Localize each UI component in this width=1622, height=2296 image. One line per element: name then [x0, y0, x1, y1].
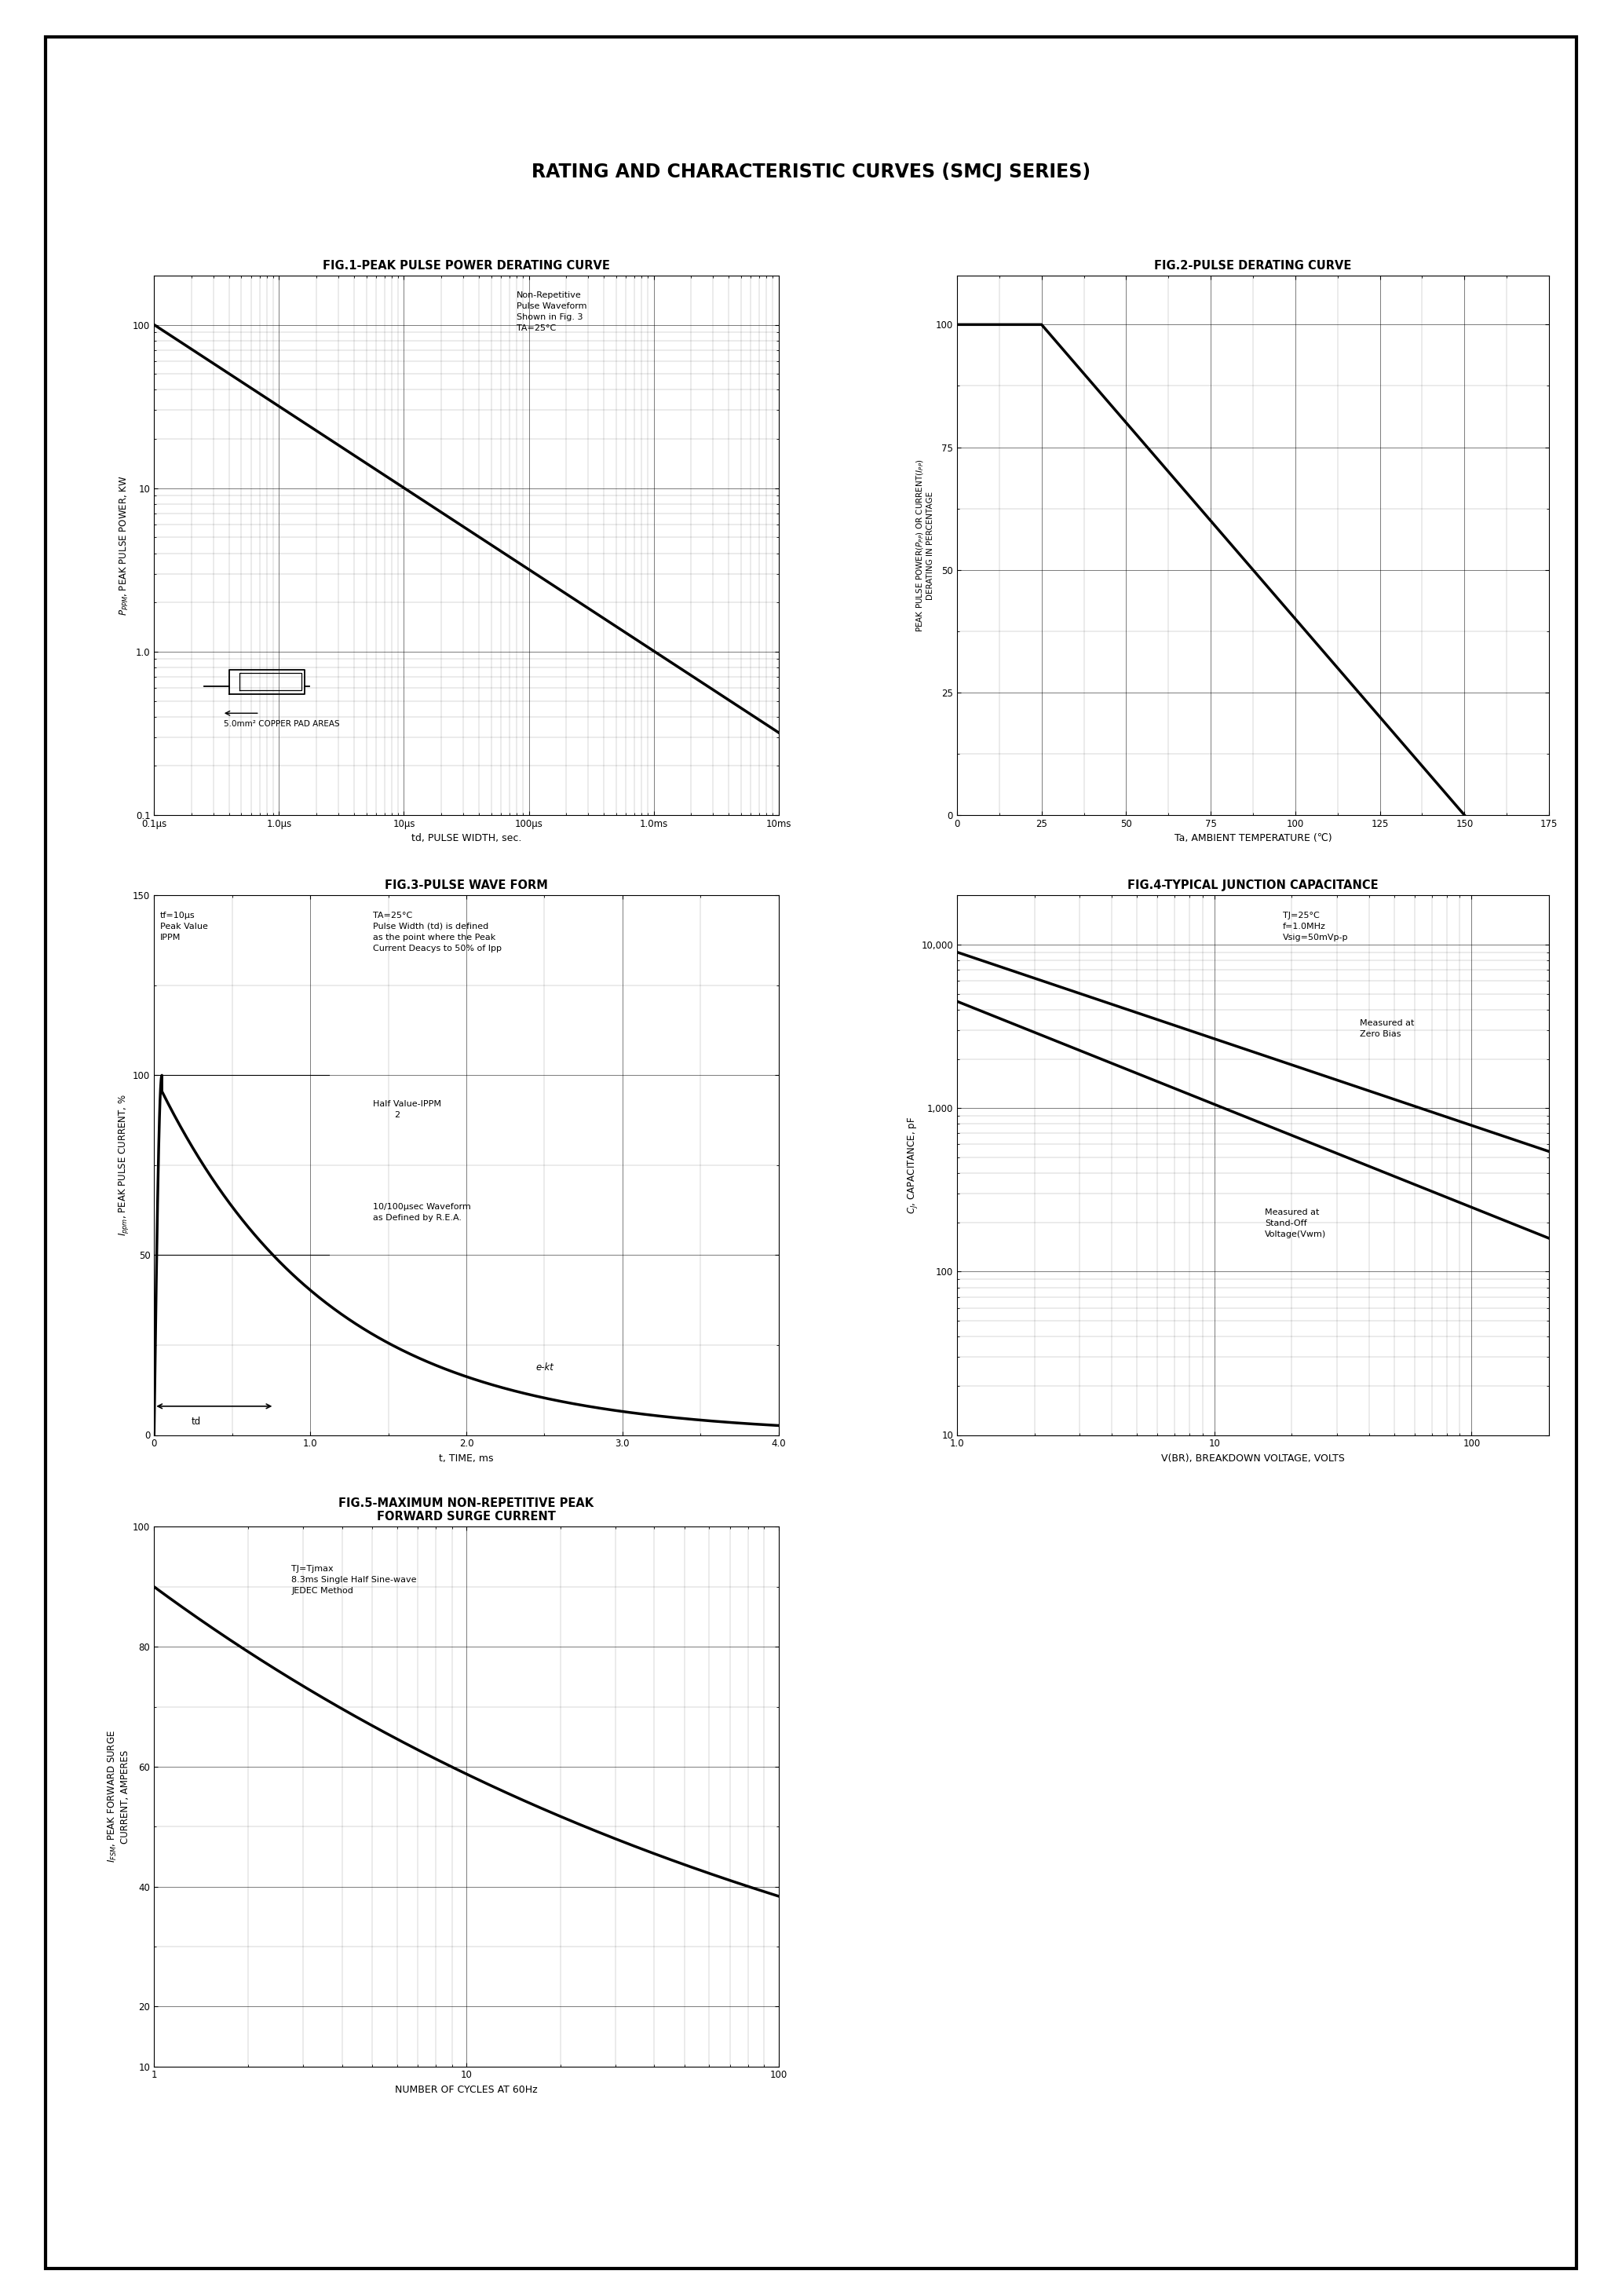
- Y-axis label: $I_{ppm}$, PEAK PULSE CURRENT, %: $I_{ppm}$, PEAK PULSE CURRENT, %: [117, 1095, 131, 1235]
- X-axis label: NUMBER OF CYCLES AT 60Hz: NUMBER OF CYCLES AT 60Hz: [396, 2085, 537, 2094]
- Text: 10/100μsec Waveform
as Defined by R.E.A.: 10/100μsec Waveform as Defined by R.E.A.: [373, 1203, 470, 1221]
- Y-axis label: $P_{PPM}$, PEAK PULSE POWER, KW: $P_{PPM}$, PEAK PULSE POWER, KW: [118, 475, 131, 615]
- Text: td: td: [191, 1417, 201, 1426]
- X-axis label: Ta, AMBIENT TEMPERATURE (℃): Ta, AMBIENT TEMPERATURE (℃): [1174, 833, 1332, 843]
- Text: Measured at
Stand-Off
Voltage(Vwm): Measured at Stand-Off Voltage(Vwm): [1265, 1208, 1327, 1238]
- Text: TA=25°C
Pulse Width (td) is defined
as the point where the Peak
Current Deacys t: TA=25°C Pulse Width (td) is defined as t…: [373, 912, 501, 953]
- Title: FIG.5-MAXIMUM NON-REPETITIVE PEAK
FORWARD SURGE CURRENT: FIG.5-MAXIMUM NON-REPETITIVE PEAK FORWAR…: [339, 1497, 594, 1522]
- Text: Half Value-IPPM
        2: Half Value-IPPM 2: [373, 1100, 441, 1120]
- Text: e-kt: e-kt: [535, 1362, 553, 1373]
- X-axis label: V(BR), BREAKDOWN VOLTAGE, VOLTS: V(BR), BREAKDOWN VOLTAGE, VOLTS: [1161, 1453, 1345, 1463]
- Text: Non-Repetitive
Pulse Waveform
Shown in Fig. 3
TA=25°C: Non-Repetitive Pulse Waveform Shown in F…: [516, 292, 587, 333]
- Y-axis label: $C_J$, CAPACITANCE, pF: $C_J$, CAPACITANCE, pF: [905, 1116, 920, 1215]
- Title: FIG.1-PEAK PULSE POWER DERATING CURVE: FIG.1-PEAK PULSE POWER DERATING CURVE: [323, 259, 610, 271]
- Text: Measured at
Zero Bias: Measured at Zero Bias: [1359, 1019, 1414, 1038]
- X-axis label: t, TIME, ms: t, TIME, ms: [440, 1453, 493, 1463]
- Text: 5.0mm² COPPER PAD AREAS: 5.0mm² COPPER PAD AREAS: [224, 721, 339, 728]
- Text: TJ=Tjmax
8.3ms Single Half Sine-wave
JEDEC Method: TJ=Tjmax 8.3ms Single Half Sine-wave JED…: [292, 1564, 417, 1593]
- Text: TJ=25°C
f=1.0MHz
Vsig=50mVp-p: TJ=25°C f=1.0MHz Vsig=50mVp-p: [1283, 912, 1348, 941]
- Y-axis label: $I_{FSM}$, PEAK FORWARD SURGE
CURRENT, AMPERES: $I_{FSM}$, PEAK FORWARD SURGE CURRENT, A…: [107, 1731, 131, 1862]
- X-axis label: td, PULSE WIDTH, sec.: td, PULSE WIDTH, sec.: [412, 833, 521, 843]
- Y-axis label: PEAK PULSE POWER($P_{PP}$) OR CURRENT($I_{PP}$)
DERATING IN PERCENTAGE: PEAK PULSE POWER($P_{PP}$) OR CURRENT($I…: [915, 459, 934, 631]
- Title: FIG.4-TYPICAL JUNCTION CAPACITANCE: FIG.4-TYPICAL JUNCTION CAPACITANCE: [1127, 879, 1379, 891]
- Text: RATING AND CHARACTERISTIC CURVES (SMCJ SERIES): RATING AND CHARACTERISTIC CURVES (SMCJ S…: [532, 163, 1090, 181]
- Title: FIG.3-PULSE WAVE FORM: FIG.3-PULSE WAVE FORM: [384, 879, 548, 891]
- Title: FIG.2-PULSE DERATING CURVE: FIG.2-PULSE DERATING CURVE: [1155, 259, 1351, 271]
- Text: tf=10μs
Peak Value
IPPM: tf=10μs Peak Value IPPM: [161, 912, 208, 941]
